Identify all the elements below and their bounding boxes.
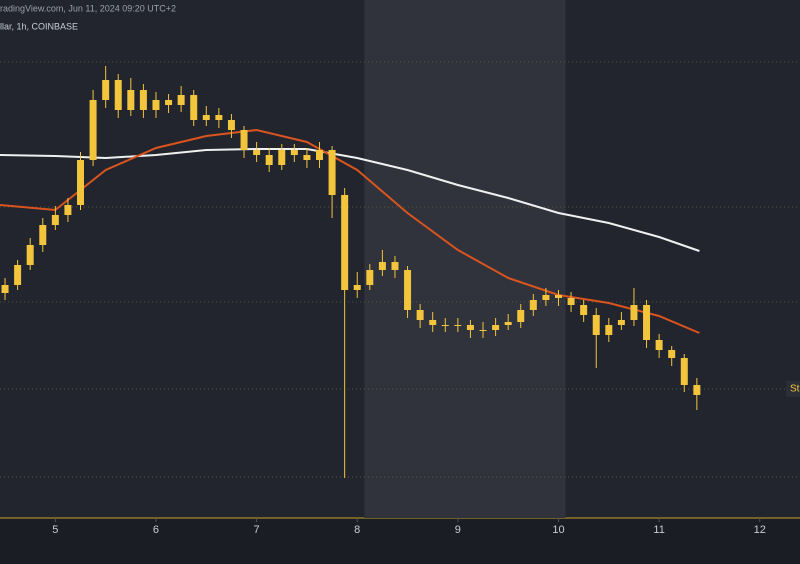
candle-body	[391, 262, 399, 270]
moving-average	[0, 148, 700, 252]
x-tick-label: 7	[254, 524, 260, 536]
candle-body	[517, 310, 525, 322]
x-tick-label: 8	[354, 524, 360, 536]
candle-body	[227, 120, 235, 130]
candle-body	[680, 358, 688, 385]
candle-body	[240, 130, 248, 150]
backdrop	[0, 0, 800, 518]
candle-body	[592, 315, 600, 335]
candle-body	[655, 340, 663, 350]
candle-body	[668, 350, 676, 358]
x-tick-label: 12	[754, 524, 766, 536]
candle-body	[315, 150, 323, 160]
x-tick-label: 9	[455, 524, 461, 536]
candle-body	[567, 298, 575, 305]
candle-body	[429, 320, 437, 325]
x-tick-label: 11	[653, 524, 664, 536]
candle-body	[580, 305, 588, 315]
candle-body	[366, 270, 374, 285]
x-tick-label: 10	[552, 524, 564, 536]
candle-body	[529, 300, 537, 310]
candle-body	[215, 115, 223, 120]
candle-body	[265, 155, 273, 165]
candle-body	[278, 150, 286, 165]
candle-body	[102, 80, 110, 100]
candle-body	[14, 265, 22, 285]
candle-body	[416, 310, 424, 320]
candle-body	[114, 80, 122, 110]
candle-body	[127, 90, 135, 110]
candle-body	[39, 225, 47, 245]
candle-body	[378, 262, 386, 270]
plot	[0, 66, 701, 478]
candle-body	[404, 270, 412, 310]
candle-body	[441, 325, 449, 326]
candle-body	[341, 195, 349, 290]
x-axis-strip	[0, 518, 800, 564]
candle-body	[26, 245, 34, 265]
candle-body	[190, 95, 198, 120]
candle-body	[693, 385, 701, 395]
candle-body	[353, 285, 361, 290]
source-text: radingView.com, Jun 11, 2024 09:20 UTC+2	[0, 3, 176, 13]
price-label: St	[790, 384, 800, 395]
candle-body	[77, 160, 85, 205]
symbol-text: llar, 1h, COINBASE	[0, 21, 78, 31]
candle-body	[643, 305, 651, 340]
candle-body	[139, 90, 147, 110]
candle-body	[554, 295, 562, 298]
candle-body	[492, 325, 500, 330]
candle-body	[605, 325, 613, 335]
candle-body	[165, 100, 173, 105]
candle-body	[454, 325, 462, 326]
session-highlight	[364, 0, 566, 518]
candle-body	[328, 150, 336, 195]
candle-body	[542, 295, 550, 300]
candle-body	[290, 150, 298, 155]
candle-body	[177, 95, 185, 105]
price-label-box	[786, 381, 800, 397]
candle-body	[202, 115, 210, 120]
candle-body	[630, 305, 638, 320]
candle-body	[152, 100, 160, 110]
candle-body	[466, 325, 474, 330]
candle-body	[51, 215, 59, 225]
x-tick-label: 5	[52, 524, 58, 536]
candle-body	[64, 205, 72, 215]
candle-body	[504, 322, 512, 325]
candle-body	[253, 150, 261, 155]
x-tick-label: 6	[153, 524, 159, 536]
candle-body	[1, 285, 9, 293]
moving-average	[0, 128, 700, 334]
candle-body	[303, 155, 311, 160]
candle-body	[479, 330, 487, 331]
candle-body	[617, 320, 625, 325]
candle-body	[89, 100, 97, 160]
